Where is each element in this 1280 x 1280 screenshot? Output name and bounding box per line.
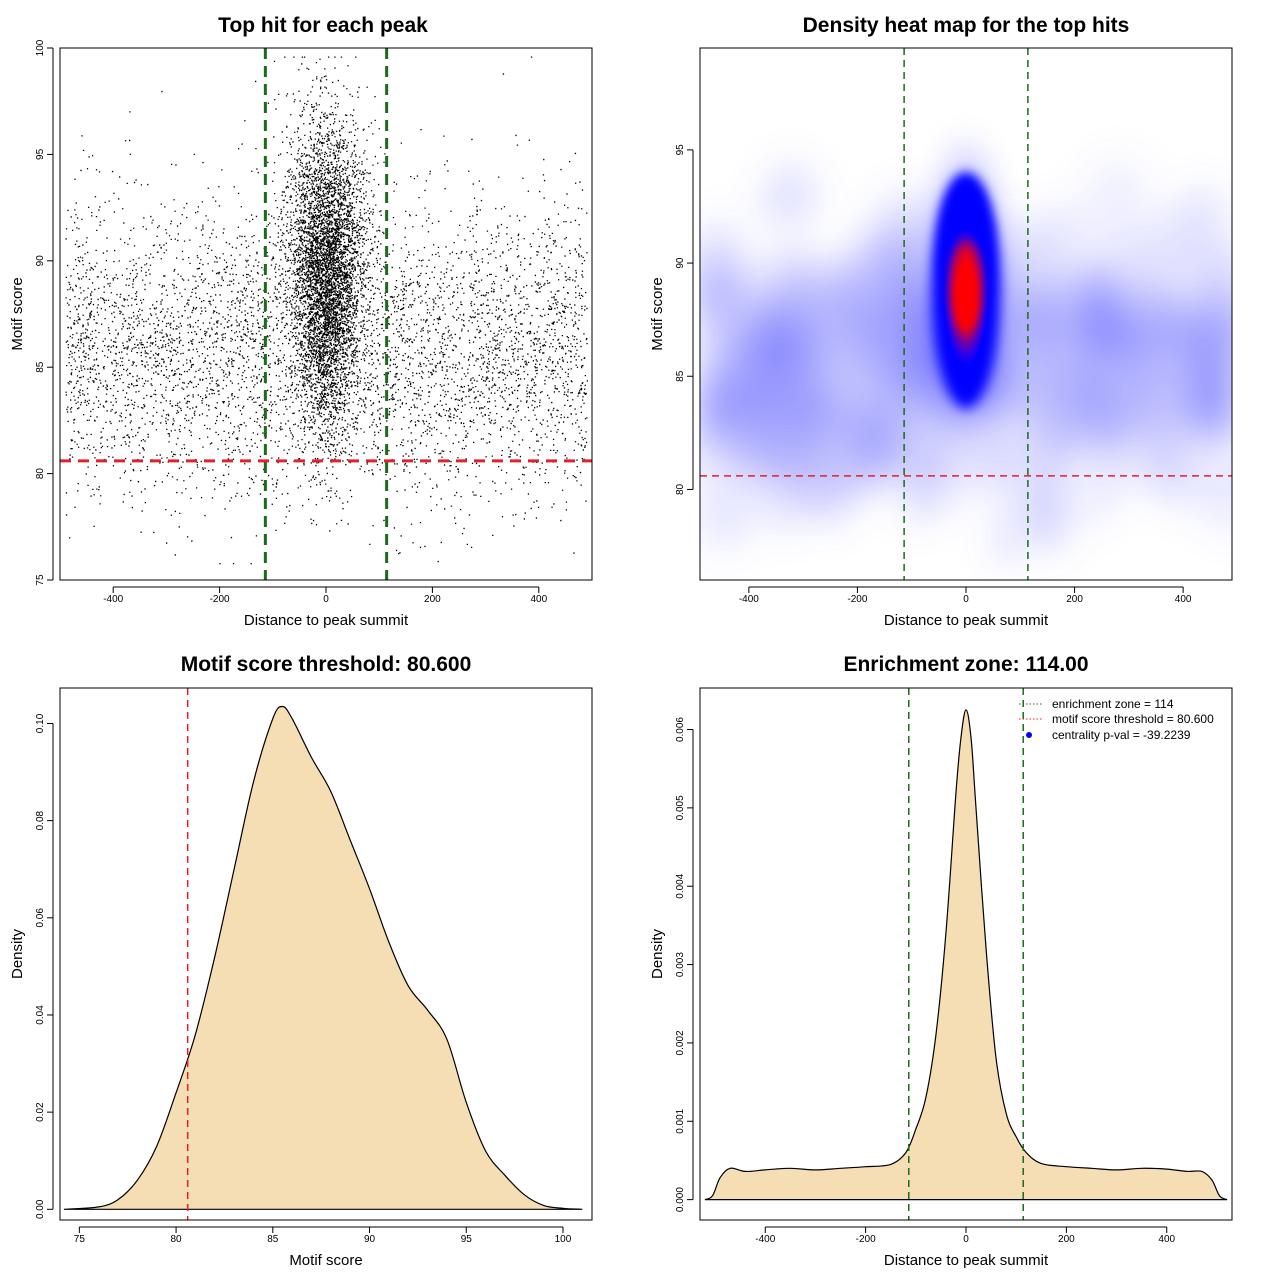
heatmap-x-tick-label: 200 [1066, 594, 1083, 605]
background-density-blob [995, 207, 1060, 287]
distance-density-area [704, 709, 1228, 1201]
score-density-x-tick-label: 90 [364, 1234, 376, 1245]
score-density-frame [59, 687, 593, 1221]
background-density-blob [843, 408, 916, 491]
score-density-x-tick-label: 95 [461, 1234, 473, 1245]
heatmap-core-density [920, 125, 1012, 446]
density-red-center [952, 241, 980, 330]
distance-density-axes: -400 -200 0 200 400 0.000 0.001 0.002 0.003 0.004… [675, 717, 1176, 1245]
heatmap-axes: -400 -200 0 200 400 80 85 90 95 [675, 144, 1192, 605]
distance-density-x-tick-label: -400 [755, 1234, 775, 1245]
score-density-ylabel: Density [9, 928, 26, 979]
background-density-blob [1013, 301, 1085, 374]
score-density-y-tick-label: 0.04 [35, 1005, 46, 1025]
score-density-x-tick-label: 80 [171, 1234, 183, 1245]
heatmap-x-tick-label: -200 [847, 594, 867, 605]
heatmap-x-tick-label: 400 [1175, 594, 1192, 605]
score-density-axes: 75 80 85 90 95 100 0.00 0.02 0.04 0.06 0.08 0.10 [35, 713, 572, 1245]
score-density-y-tick-label: 0.06 [35, 908, 46, 928]
scatter-ylabel: Motif score [9, 277, 26, 350]
scatter-x-tick-label: -400 [103, 594, 123, 605]
background-density-blob [749, 144, 833, 224]
heatmap-title: Density heat map for the top hits [803, 14, 1130, 37]
heatmap-background-density [700, 138, 1232, 580]
scatter-points [65, 56, 588, 565]
background-density-blob [1169, 344, 1232, 452]
distance-density-frame [699, 687, 1233, 1221]
heatmap-x-tick-label: 0 [963, 594, 969, 605]
scatter-axes: -400 -200 0 200 400 75 80 85 90 95 100 [35, 39, 548, 605]
score-density-y-tick-label: 0.00 [35, 1199, 46, 1219]
background-density-blob [1067, 138, 1167, 255]
heatmap-y-tick-label: 95 [675, 144, 686, 156]
score-density-title: Motif score threshold: 80.600 [181, 653, 472, 676]
legend-threshold-label: motif score threshold = 80.600 [1052, 712, 1214, 726]
distance-density-y-tick-label: 0.000 [675, 1187, 686, 1212]
heatmap-frame [699, 47, 1233, 581]
score-density-y-tick-label: 0.08 [35, 810, 46, 830]
scatter-x-tick-label: 0 [323, 594, 329, 605]
heatmap-xlabel: Distance to peak summit [884, 612, 1049, 629]
distance-density-y-tick-label: 0.005 [675, 795, 686, 820]
distance-density-xlabel: Distance to peak summit [884, 1252, 1049, 1269]
score-density-y-tick-label: 0.02 [35, 1102, 46, 1122]
scatter-frame [59, 47, 593, 581]
distance-density-y-tick-label: 0.003 [675, 952, 686, 977]
score-density-y-tick-label: 0.10 [35, 713, 46, 733]
scatter-y-tick-label: 95 [35, 148, 46, 160]
heatmap-panel: Density heat map for the top hits -400 -2… [649, 14, 1233, 629]
background-density-blob [700, 355, 763, 457]
scatter-y-tick-label: 90 [35, 255, 46, 267]
distance-density-ylabel: Density [649, 928, 666, 979]
heatmap-ylabel: Motif score [649, 277, 666, 350]
distance-density-y-tick-label: 0.001 [675, 1108, 686, 1133]
heatmap-surface [700, 48, 1232, 580]
distance-density-x-tick-label: 400 [1158, 1234, 1175, 1245]
distance-density-x-tick-label: -200 [856, 1234, 876, 1245]
distance-density-x-tick-label: 200 [1058, 1234, 1075, 1245]
background-density-blob [754, 294, 852, 377]
heatmap-y-tick-label: 80 [675, 483, 686, 495]
scatter-title: Top hit for each peak [218, 14, 428, 37]
scatter-x-tick-label: 200 [424, 594, 441, 605]
scatter-point-cloud [65, 56, 588, 565]
score-density-panel: Motif score threshold: 80.600 75 80 85 90 95… [9, 653, 593, 1269]
scatter-x-tick-label: 400 [530, 594, 547, 605]
scatter-x-tick-label: -200 [210, 594, 230, 605]
legend-pval-label: centrality p-val = -39.2239 [1052, 728, 1191, 742]
scatter-y-tick-label: 85 [35, 361, 46, 373]
background-density-blob [700, 457, 772, 568]
scatter-panel: Top hit for each peak -400 -200 0 200 400 75 8… [9, 14, 593, 629]
background-density-blob [842, 308, 927, 404]
background-density-blob [1060, 455, 1131, 542]
distance-density-x-tick-label: 0 [963, 1234, 969, 1245]
score-density-x-tick-label: 100 [555, 1234, 572, 1245]
heatmap-y-tick-label: 90 [675, 257, 686, 269]
legend-enrichment-label: enrichment zone = 114 [1052, 697, 1174, 711]
score-density-x-tick-label: 75 [74, 1234, 86, 1245]
scatter-y-tick-label: 75 [35, 574, 46, 586]
distance-density-y-tick-label: 0.002 [675, 1030, 686, 1055]
scatter-y-tick-label: 100 [35, 39, 46, 56]
scatter-y-tick-label: 80 [35, 468, 46, 480]
score-density-xlabel: Motif score [289, 1252, 362, 1269]
scatter-xlabel: Distance to peak summit [244, 612, 409, 629]
score-density-area [63, 705, 583, 1210]
legend: enrichment zone = 114 motif score thresh… [1019, 697, 1214, 742]
distance-density-title: Enrichment zone: 114.00 [843, 653, 1088, 676]
heatmap-reference-lines [700, 48, 1232, 580]
distance-density-y-tick-label: 0.006 [675, 717, 686, 742]
distance-density-reference-lines [908, 688, 1024, 1220]
legend-pval-dot [1026, 732, 1032, 738]
distance-density-y-tick-label: 0.004 [675, 873, 686, 898]
distance-density-panel: Enrichment zone: 114.00 -400 -200 0 200 400 0… [649, 653, 1233, 1269]
heatmap-x-tick-label: -400 [739, 594, 759, 605]
heatmap-y-tick-label: 85 [675, 370, 686, 382]
score-density-x-tick-label: 85 [267, 1234, 279, 1245]
